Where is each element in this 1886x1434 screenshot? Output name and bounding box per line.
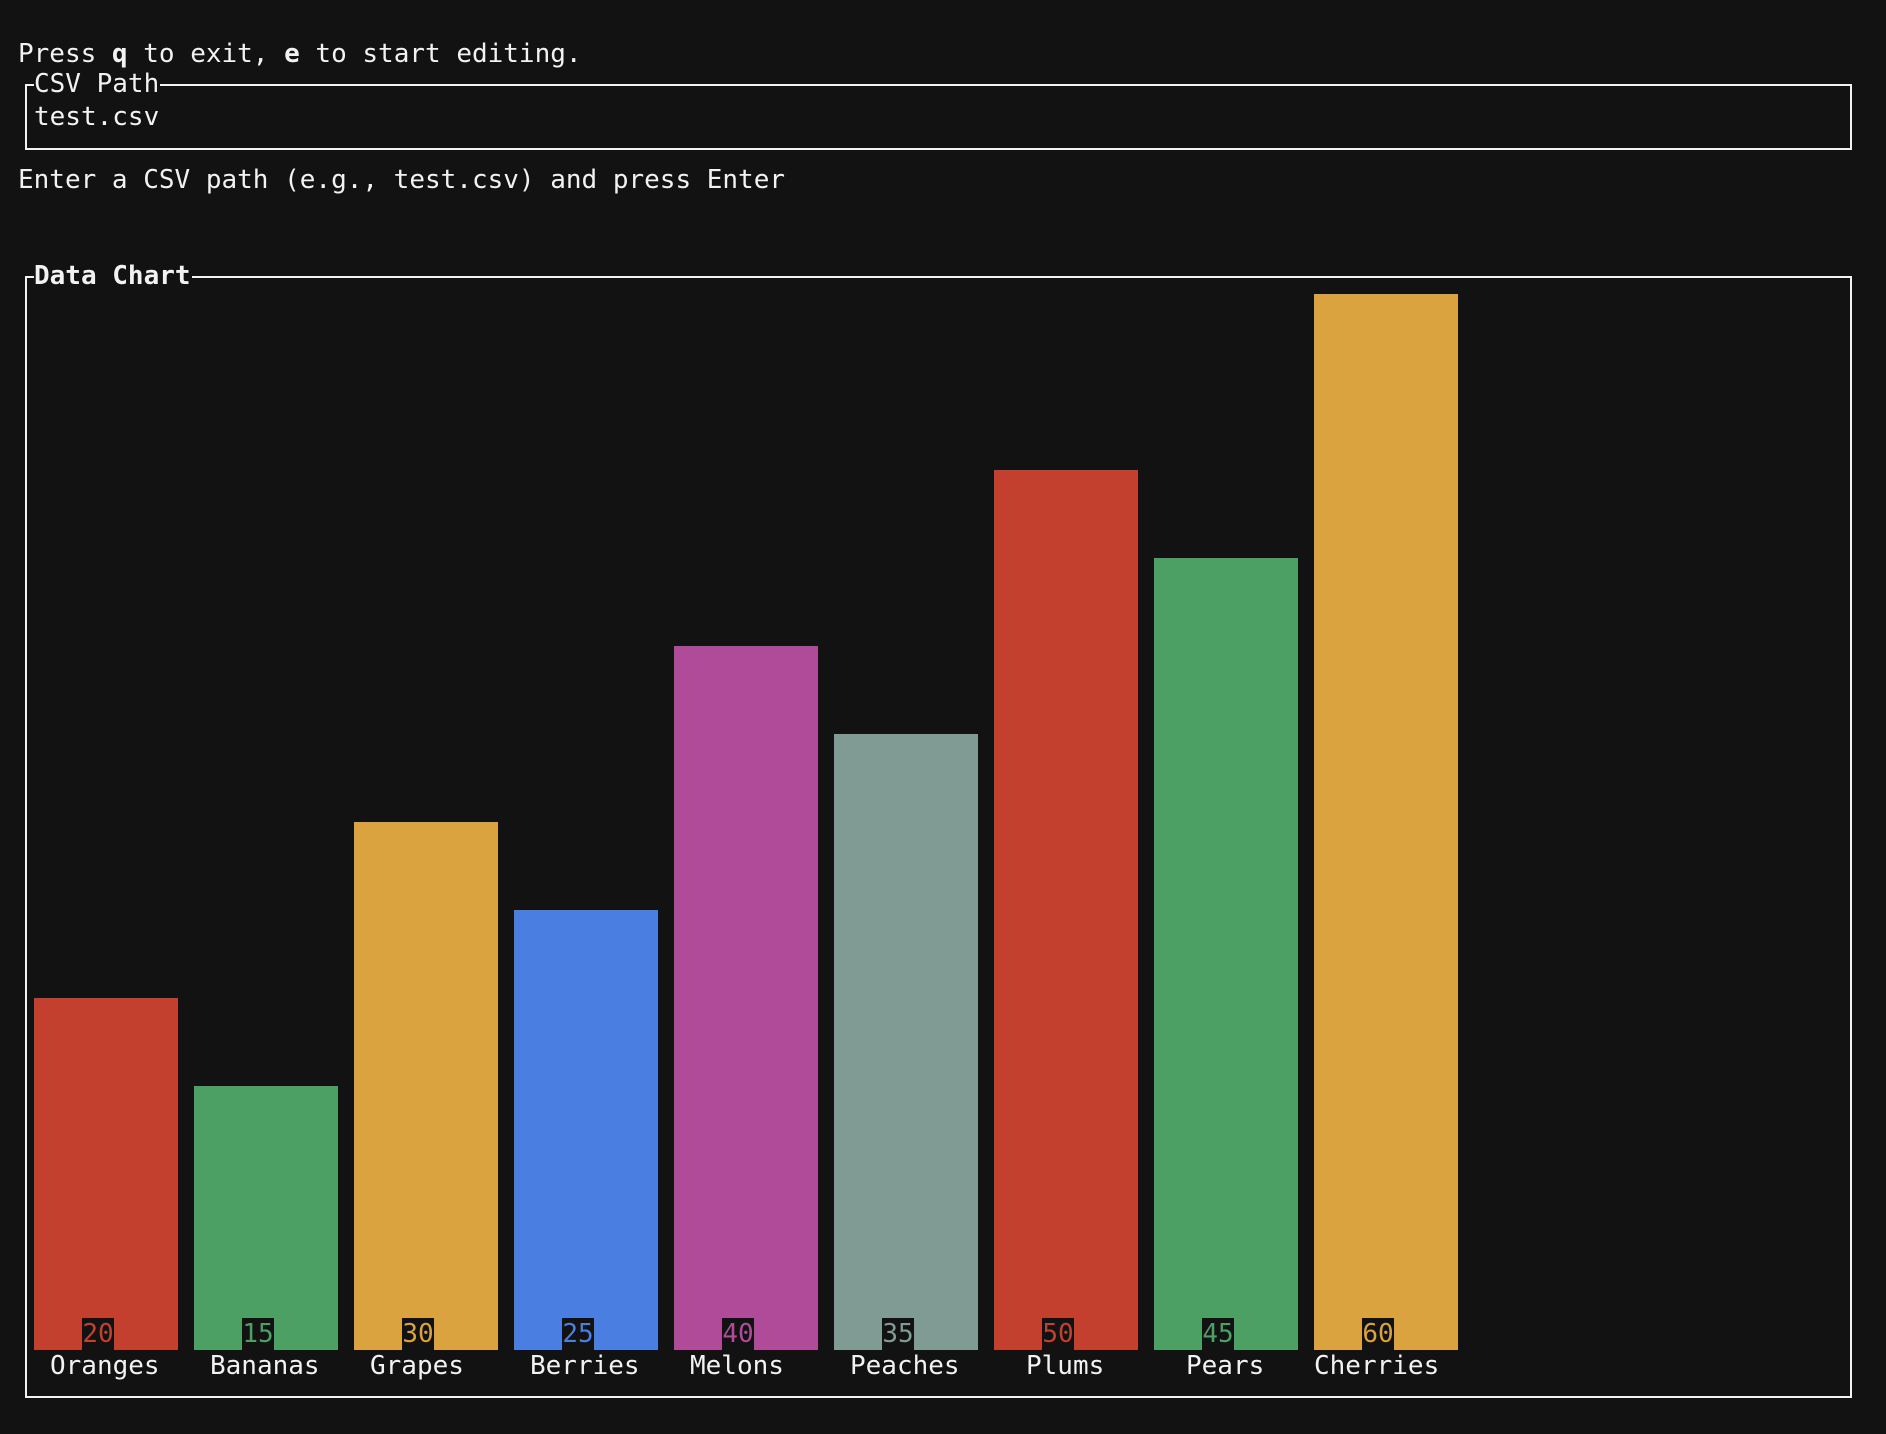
keyboard-hint: Press q to exit, e to start editing. — [18, 38, 582, 70]
bar-grapes — [354, 822, 498, 1350]
bar-berries — [514, 910, 658, 1350]
bar-value-label: 35 — [882, 1318, 914, 1350]
bar-category-label: Pears — [1186, 1351, 1265, 1381]
bar-bananas — [194, 1086, 338, 1350]
bar-value-label: 45 — [1202, 1318, 1234, 1350]
bar-melons — [674, 646, 818, 1350]
csv-path-value[interactable]: test.csv — [34, 102, 160, 132]
bar-category-label: Peaches — [850, 1351, 960, 1381]
bar-pears — [1154, 558, 1298, 1350]
bar-oranges — [34, 998, 178, 1350]
bar-peaches — [834, 734, 978, 1350]
bar-category-label: Berries — [530, 1351, 640, 1381]
bar-value-label: 30 — [402, 1318, 434, 1350]
csv-path-title: CSV Path — [34, 68, 161, 100]
hint-prefix: Press — [18, 39, 112, 69]
hint-suffix: to start editing. — [299, 39, 582, 69]
hint-key-edit: e — [284, 39, 300, 69]
hint-mid: to exit, — [127, 39, 285, 69]
bar-category-label: Grapes — [370, 1351, 464, 1381]
bar-plums — [994, 470, 1138, 1350]
instruction-text: Enter a CSV path (e.g., test.csv) and pr… — [18, 165, 786, 195]
bar-category-label: Cherries — [1314, 1351, 1440, 1381]
bar-value-label: 25 — [562, 1318, 594, 1350]
data-chart-panel: Data Chart — [25, 260, 1852, 1398]
bar-category-label: Plums — [1026, 1351, 1105, 1381]
bar-value-label: 40 — [722, 1318, 754, 1350]
bar-value-label: 50 — [1042, 1318, 1074, 1350]
csv-path-input[interactable]: CSV Path test.csv — [25, 68, 1852, 150]
hint-key-quit: q — [111, 39, 128, 69]
bar-category-label: Melons — [690, 1351, 784, 1381]
bar-value-label: 15 — [242, 1318, 274, 1350]
bar-cherries — [1314, 294, 1458, 1350]
bar-category-label: Oranges — [50, 1351, 160, 1381]
data-chart-title: Data Chart — [34, 260, 192, 292]
bar-category-label: Bananas — [210, 1351, 320, 1381]
bar-value-label: 60 — [1362, 1318, 1394, 1350]
bar-value-label: 20 — [82, 1318, 114, 1350]
